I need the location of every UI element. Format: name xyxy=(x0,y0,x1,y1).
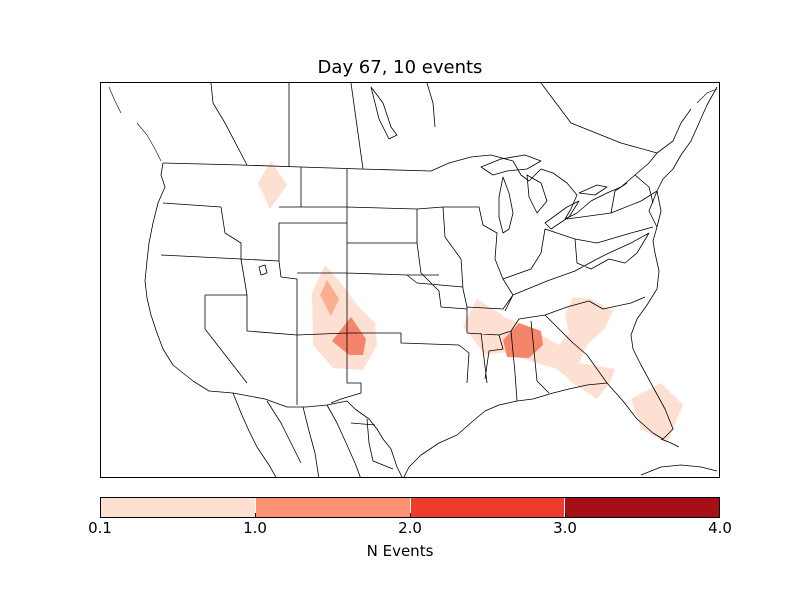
province-line-4 xyxy=(426,83,436,128)
colorbar-tick-label: 3.0 xyxy=(553,519,577,537)
haida-gwaii xyxy=(108,86,122,114)
state-lines xyxy=(160,167,662,405)
gulf-coast xyxy=(403,334,674,477)
colorbar-tick-mark xyxy=(719,513,720,518)
lake-ontario xyxy=(578,184,608,196)
map-title: Day 67, 10 events xyxy=(317,57,483,78)
colorbar-segment-2 xyxy=(409,498,565,517)
cuba xyxy=(640,464,718,476)
east-coast xyxy=(630,86,718,336)
us-map xyxy=(108,83,718,477)
map-panel xyxy=(100,82,720,478)
colorbar-tick-label: 1.0 xyxy=(243,519,267,537)
event-region-montana xyxy=(258,161,287,209)
colorbar-tick-mark xyxy=(100,513,101,518)
lake-superior xyxy=(480,154,542,176)
coastal-islands xyxy=(108,86,718,162)
colorbar-tick-label: 0.1 xyxy=(88,519,112,537)
colorbar-tick-mark xyxy=(255,513,256,518)
province-line-5 xyxy=(540,83,658,154)
lake-winnipeg xyxy=(370,86,398,140)
colorbar-tick-label: 2.0 xyxy=(398,519,422,537)
lake-michigan xyxy=(498,176,514,234)
event-region-southeast xyxy=(497,297,615,399)
province-line-1 xyxy=(210,83,248,166)
colorbar-tick-mark xyxy=(410,513,411,518)
colorbar-segment-0 xyxy=(101,498,255,517)
colorbar-segment-3 xyxy=(564,498,719,517)
canada-us-border xyxy=(162,108,692,220)
mexico-lines xyxy=(266,400,394,477)
colorbar-tick-label: 4.0 xyxy=(708,519,732,537)
us-coastline xyxy=(144,162,403,477)
colorbar-segment-1 xyxy=(254,498,410,517)
vancouver-island xyxy=(136,122,162,162)
colorbar-tick-mark xyxy=(565,513,566,518)
baja-peninsula xyxy=(232,392,277,477)
event-region-florida xyxy=(631,383,683,443)
province-line-3 xyxy=(350,83,364,170)
event-core-new-mexico xyxy=(332,317,366,355)
florida-keys xyxy=(660,438,680,448)
map-outlines xyxy=(144,83,718,477)
event-region-colorado xyxy=(312,265,377,370)
event-density-fills xyxy=(258,161,683,443)
newfoundland xyxy=(696,88,718,104)
event-core-colorado-north xyxy=(320,280,339,316)
great-salt-lake xyxy=(258,264,268,276)
colorbar-label: N Events xyxy=(366,542,434,560)
lake-huron xyxy=(526,174,548,214)
lake-erie xyxy=(544,200,580,230)
